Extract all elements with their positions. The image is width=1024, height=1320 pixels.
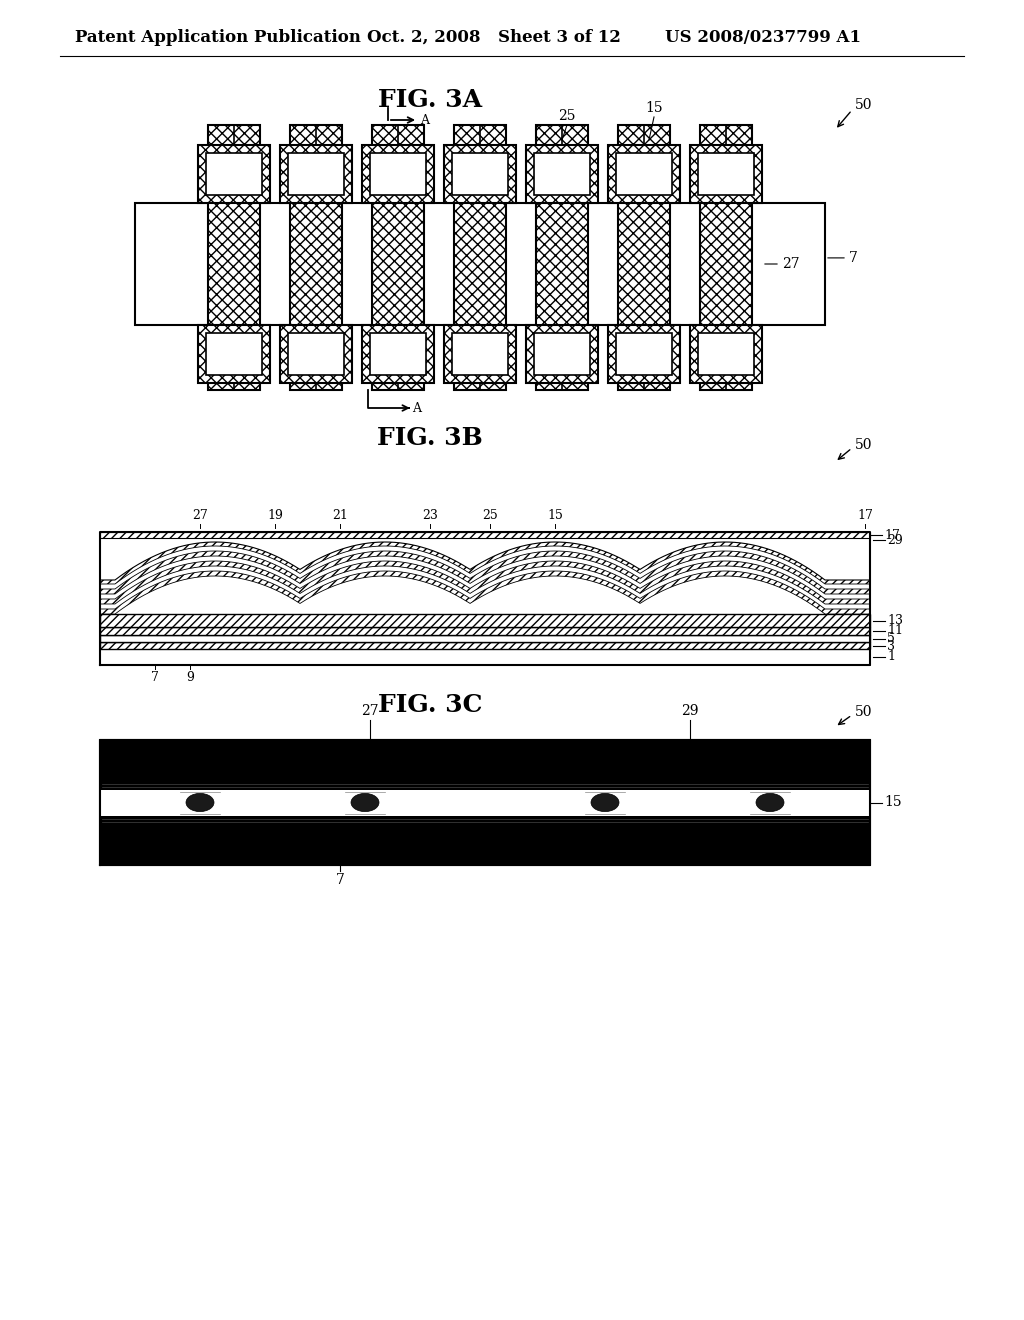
- Bar: [616, 153, 672, 195]
- Bar: [206, 153, 262, 195]
- Bar: [206, 333, 262, 375]
- Bar: [198, 325, 270, 383]
- Text: Oct. 2, 2008: Oct. 2, 2008: [367, 29, 480, 45]
- Text: 9: 9: [186, 671, 194, 684]
- Bar: [100, 741, 870, 865]
- Text: FIG. 3C: FIG. 3C: [378, 693, 482, 717]
- Ellipse shape: [351, 793, 379, 812]
- Text: 17: 17: [884, 528, 900, 541]
- Bar: [100, 642, 870, 649]
- Bar: [698, 153, 754, 195]
- Bar: [526, 145, 598, 203]
- Bar: [280, 145, 352, 203]
- Text: 5: 5: [887, 632, 895, 645]
- Bar: [444, 325, 516, 383]
- Bar: [100, 627, 870, 635]
- Polygon shape: [100, 550, 870, 594]
- Bar: [100, 532, 870, 539]
- Text: 17: 17: [857, 510, 872, 521]
- Bar: [372, 125, 424, 389]
- Text: A: A: [412, 401, 421, 414]
- Bar: [280, 325, 352, 383]
- Ellipse shape: [756, 793, 784, 812]
- Text: 21: 21: [332, 510, 348, 521]
- Text: 7: 7: [336, 873, 344, 887]
- Bar: [690, 325, 762, 383]
- Ellipse shape: [591, 793, 618, 812]
- Bar: [135, 203, 825, 325]
- Bar: [370, 333, 426, 375]
- Text: 3: 3: [887, 639, 895, 652]
- Text: 15: 15: [884, 796, 901, 809]
- Bar: [700, 125, 752, 389]
- Bar: [362, 145, 434, 203]
- Polygon shape: [100, 543, 870, 583]
- Text: 15: 15: [645, 102, 663, 115]
- Text: FIG. 3B: FIG. 3B: [377, 426, 483, 450]
- Text: 13: 13: [887, 615, 903, 627]
- Bar: [100, 614, 870, 627]
- Text: 29: 29: [887, 533, 903, 546]
- Text: 1: 1: [887, 651, 895, 664]
- Bar: [100, 649, 870, 665]
- Text: 29: 29: [681, 704, 698, 718]
- Bar: [452, 333, 508, 375]
- Polygon shape: [100, 546, 870, 589]
- Text: 19: 19: [267, 510, 283, 521]
- Text: 23: 23: [422, 510, 438, 521]
- Bar: [444, 145, 516, 203]
- Bar: [370, 153, 426, 195]
- Bar: [100, 635, 870, 642]
- Polygon shape: [100, 566, 870, 609]
- Text: 50: 50: [855, 438, 872, 451]
- Bar: [534, 153, 590, 195]
- Bar: [290, 125, 342, 389]
- Text: US 2008/0237799 A1: US 2008/0237799 A1: [665, 29, 861, 45]
- Polygon shape: [100, 572, 870, 614]
- Text: 27: 27: [782, 257, 800, 271]
- Text: 25: 25: [482, 510, 498, 521]
- Text: 7: 7: [152, 671, 159, 684]
- Bar: [288, 153, 344, 195]
- Bar: [362, 325, 434, 383]
- Text: 27: 27: [193, 510, 208, 521]
- Bar: [288, 333, 344, 375]
- Bar: [608, 145, 680, 203]
- Bar: [454, 125, 506, 389]
- Text: Patent Application Publication: Patent Application Publication: [75, 29, 360, 45]
- Text: 27: 27: [361, 704, 379, 718]
- Bar: [698, 333, 754, 375]
- Bar: [534, 333, 590, 375]
- Bar: [526, 325, 598, 383]
- Bar: [608, 325, 680, 383]
- Bar: [616, 333, 672, 375]
- Bar: [198, 145, 270, 203]
- Text: A: A: [420, 114, 429, 127]
- Text: 25: 25: [558, 110, 575, 123]
- Bar: [208, 125, 260, 389]
- Text: 50: 50: [855, 98, 872, 112]
- Text: FIG. 3A: FIG. 3A: [378, 88, 482, 112]
- Bar: [690, 145, 762, 203]
- Text: Sheet 3 of 12: Sheet 3 of 12: [498, 29, 621, 45]
- Polygon shape: [100, 561, 870, 605]
- Text: 7: 7: [849, 251, 858, 265]
- Bar: [536, 125, 588, 389]
- Ellipse shape: [186, 793, 214, 812]
- Bar: [100, 789, 870, 816]
- Text: 15: 15: [547, 510, 563, 521]
- Bar: [618, 125, 670, 389]
- Text: 50: 50: [855, 705, 872, 719]
- Text: 11: 11: [887, 624, 903, 638]
- Polygon shape: [100, 556, 870, 599]
- Bar: [452, 153, 508, 195]
